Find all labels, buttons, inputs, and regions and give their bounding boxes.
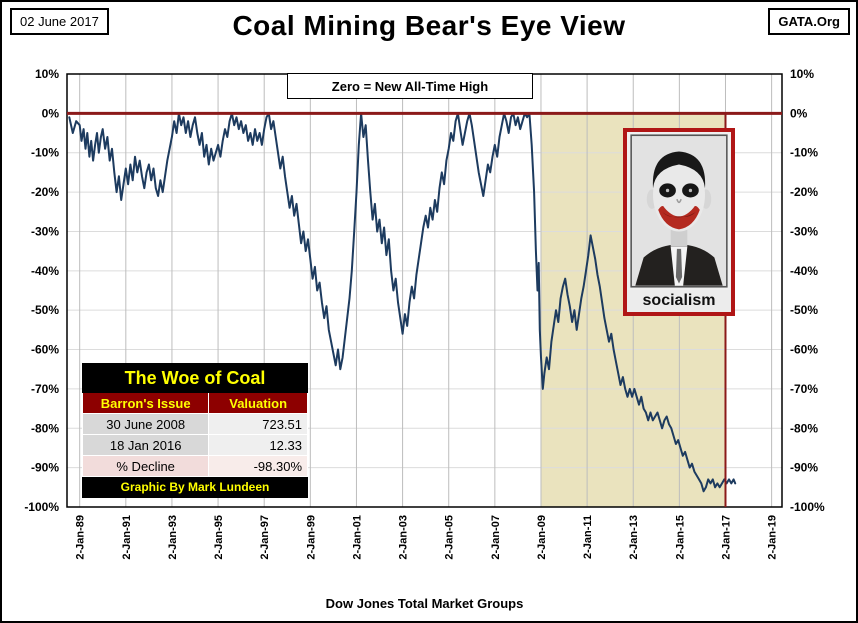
- y-axis-label-left: -20%: [31, 185, 59, 199]
- x-axis-tick-label: 2-Jan-97: [259, 515, 271, 560]
- x-axis-tick-label: 2-Jan-11: [582, 515, 594, 559]
- bev-series-line: [68, 112, 737, 493]
- socialism-poster: socialism: [623, 128, 735, 316]
- joker-smile-shape: [658, 206, 700, 230]
- x-axis-tick-label: 2-Jan-09: [536, 515, 548, 560]
- table-cell-date: 18 Jan 2016: [81, 434, 210, 456]
- x-axis-tick-label: 2-Jan-93: [167, 515, 179, 560]
- chart-title: Coal Mining Bear's Eye View: [232, 10, 626, 41]
- y-axis-label-right: -20%: [790, 185, 818, 199]
- gata-logo-box: GATA.Org: [768, 8, 850, 35]
- table-cell-value: 12.33: [208, 434, 308, 456]
- y-axis-label-right: -80%: [790, 421, 818, 435]
- x-axis-tick-label: 2-Jan-05: [444, 515, 456, 560]
- x-axis-tick-label: 2-Jan-95: [213, 515, 225, 560]
- table-cell-date: 30 June 2008: [81, 413, 210, 435]
- table-footer-credit: Graphic By Mark Lundeen: [82, 476, 308, 498]
- x-axis-tick-label: 2-Jan-01: [351, 515, 363, 560]
- x-axis-tick-label: 2-Jan-07: [490, 515, 502, 560]
- y-axis-label-right: -60%: [790, 343, 818, 357]
- y-axis-label-left: 10%: [35, 67, 59, 81]
- y-axis-label-right: -30%: [790, 224, 818, 238]
- hair-shape: [652, 151, 706, 189]
- y-axis-label-right: 10%: [790, 67, 814, 81]
- x-axis-title: Dow Jones Total Market Groups: [325, 596, 524, 611]
- table-row: 18 Jan 2016 12.33: [81, 434, 308, 456]
- y-axis-label-left: -50%: [31, 303, 59, 317]
- y-axis-label-left: -70%: [31, 382, 59, 396]
- y-axis-label-right: -50%: [790, 303, 818, 317]
- x-axis-tick-label: 2-Jan-03: [398, 515, 410, 560]
- table-title: The Woe of Coal: [82, 363, 308, 393]
- report-date-box: 02 June 2017: [10, 8, 109, 35]
- y-axis-label-right: -70%: [790, 382, 818, 396]
- y-axis-label-left: 0%: [42, 106, 60, 120]
- zero-annotation-box: Zero = New All-Time High: [287, 73, 533, 99]
- x-axis-tick-label: 2-Jan-13: [628, 515, 640, 560]
- y-axis-label-left: -30%: [31, 224, 59, 238]
- table-cell-value: 723.51: [208, 413, 308, 435]
- table-header-valuation: Valuation: [208, 392, 308, 414]
- y-axis-label-right: -10%: [790, 146, 818, 160]
- table-header-issue: Barron's Issue: [81, 392, 210, 414]
- x-axis-tick-label: 2-Jan-17: [720, 515, 732, 560]
- socialism-caption: socialism: [627, 290, 731, 312]
- y-axis-label-left: -100%: [24, 500, 59, 514]
- x-axis-tick-label: 2-Jan-15: [674, 515, 686, 560]
- joker-face-image: [627, 132, 731, 290]
- y-axis-label-left: -90%: [31, 461, 59, 475]
- y-axis-label-right: -90%: [790, 461, 818, 475]
- y-axis-label-right: -100%: [790, 500, 825, 514]
- y-axis-label-right: 0%: [790, 106, 808, 120]
- table-cell-decline-label: % Decline: [81, 455, 210, 477]
- y-axis-label-left: -10%: [31, 146, 59, 160]
- y-axis-label-left: -60%: [31, 343, 59, 357]
- x-axis-tick-label: 2-Jan-89: [75, 515, 87, 560]
- table-cell-decline-value: -98.30%: [208, 455, 308, 477]
- y-axis-label-left: -40%: [31, 264, 59, 278]
- y-axis-label-left: -80%: [31, 421, 59, 435]
- x-axis-tick-label: 2-Jan-19: [767, 515, 779, 560]
- y-axis-label-right: -40%: [790, 264, 818, 278]
- x-axis-tick-label: 2-Jan-91: [121, 515, 133, 560]
- table-row: % Decline -98.30%: [81, 455, 308, 477]
- woe-of-coal-table: The Woe of Coal Barron's Issue Valuation…: [81, 363, 308, 498]
- table-row: 30 June 2008 723.51: [81, 413, 308, 435]
- x-axis-tick-label: 2-Jan-99: [305, 515, 317, 560]
